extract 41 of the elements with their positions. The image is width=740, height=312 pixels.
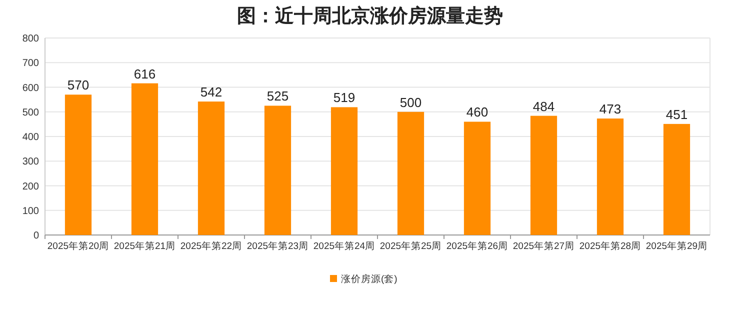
y-tick-label: 0 (33, 230, 40, 242)
bar (264, 106, 292, 235)
y-tick-label: 800 (22, 34, 40, 44)
y-tick-label: 700 (22, 58, 40, 70)
legend-label: 涨价房源(套) (341, 273, 398, 285)
data-label: 484 (532, 98, 555, 114)
x-tick-label: 2025年第22周 (180, 240, 242, 252)
x-tick-label: 2025年第29周 (646, 240, 708, 252)
data-label: 473 (599, 102, 622, 117)
x-tick-label: 2025年第21周 (114, 240, 176, 252)
bar (530, 116, 558, 235)
y-tick-label: 400 (22, 132, 40, 143)
x-tick-label: 2025年第23周 (246, 240, 309, 252)
bar (596, 118, 624, 235)
y-tick-label: 300 (22, 156, 40, 168)
x-tick-label: 2025年第20周 (47, 240, 110, 252)
data-label: 451 (666, 106, 688, 122)
y-tick-label: 200 (22, 181, 40, 192)
y-tick-label: 600 (22, 82, 40, 94)
data-label: 519 (333, 90, 356, 106)
data-label: 500 (400, 94, 422, 110)
data-label: 542 (200, 84, 222, 100)
chart-title: 图：近十周北京涨价房源量走势 (237, 5, 503, 27)
data-label: 525 (266, 88, 289, 104)
data-label: 460 (466, 104, 488, 120)
x-tick-label: 2025年第26周 (446, 240, 508, 252)
bar (131, 83, 158, 235)
x-tick-label: 2025年第28周 (579, 240, 642, 252)
bar (198, 102, 225, 235)
data-label: 570 (67, 78, 90, 93)
y-tick-label: 500 (22, 107, 40, 118)
bar (464, 122, 491, 235)
bar (330, 107, 358, 235)
bar (663, 124, 690, 235)
bar (397, 112, 424, 235)
x-tick-label: 2025年第25周 (380, 240, 442, 252)
x-tick-label: 2025年第24周 (313, 240, 376, 252)
x-tick-label: 2025年第27周 (512, 240, 575, 252)
bar (64, 94, 92, 235)
y-tick-label: 100 (22, 206, 40, 217)
data-label: 616 (134, 66, 156, 82)
